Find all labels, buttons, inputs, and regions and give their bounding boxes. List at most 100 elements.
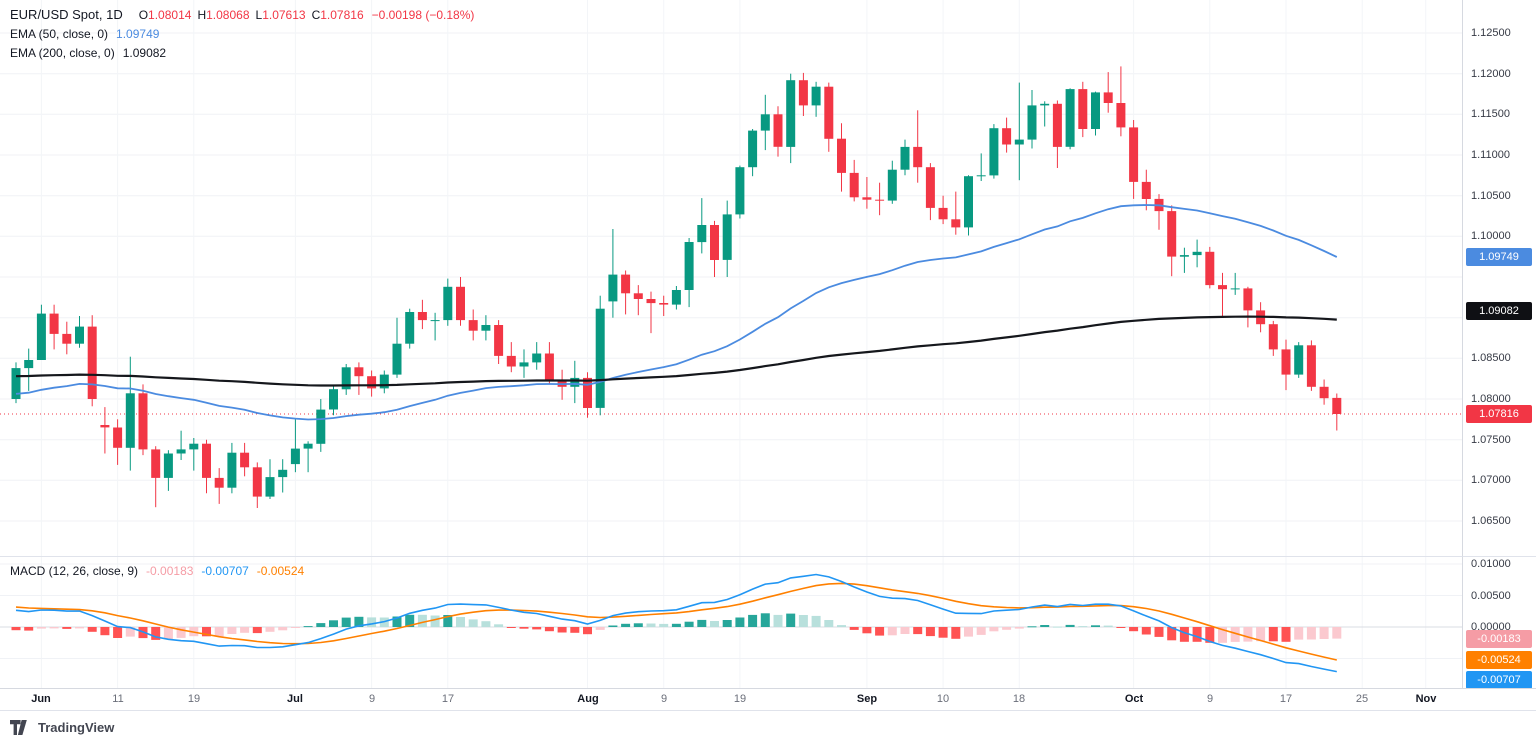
macd-histogram-bar	[87, 627, 97, 632]
candle	[1065, 88, 1075, 150]
candle	[608, 229, 618, 318]
macd-histogram-bar	[1332, 627, 1342, 639]
macd-histogram-bar	[1319, 627, 1329, 639]
candle	[1027, 90, 1037, 149]
candle	[595, 295, 605, 416]
macd-histogram-bar	[125, 627, 135, 637]
macd-histogram-bar	[417, 614, 427, 627]
candle	[75, 316, 84, 348]
time-label-day: 11	[112, 693, 124, 705]
macd-histogram-bar	[481, 621, 491, 627]
time-label-day: 9	[1206, 693, 1214, 705]
macd-histogram-bar	[100, 627, 110, 636]
tradingview-logo-link[interactable]: TradingView	[10, 720, 114, 735]
candle	[1319, 379, 1329, 405]
candle	[227, 442, 237, 494]
open-label: O	[138, 7, 149, 22]
candle	[773, 106, 783, 157]
axis-tick-label: 0.01000	[1471, 558, 1511, 570]
candle	[278, 459, 288, 493]
macd-histogram-bar	[443, 615, 453, 627]
macd-histogram-bar	[75, 627, 84, 629]
macd-histogram-bar	[684, 621, 694, 627]
candle	[417, 299, 427, 330]
ema200-legend-row[interactable]: EMA (200, close, 0) 1.09082	[10, 43, 474, 62]
candle	[976, 153, 986, 181]
price-badge: -0.00183	[1466, 630, 1532, 648]
bottom-bar: TradingView	[0, 710, 1536, 744]
time-label-day: 19	[187, 693, 201, 705]
ema50-value: 1.09749	[116, 26, 160, 41]
axis-tick-label: 1.12000	[1471, 68, 1511, 80]
candle	[760, 94, 770, 151]
macd-histogram-bar	[1205, 627, 1215, 643]
price-badge: 1.09082	[1466, 302, 1532, 320]
axis-tick-label: 1.11000	[1471, 149, 1510, 161]
time-label-day: 17	[441, 693, 455, 705]
macd-histogram-bar	[710, 621, 719, 627]
candle	[710, 220, 719, 277]
macd-histogram-bar	[113, 627, 123, 638]
macd-histogram-bar	[1281, 627, 1291, 642]
macd-chart[interactable]	[0, 557, 1462, 688]
tradingview-icon	[10, 720, 27, 735]
ema50-legend-row[interactable]: EMA (50, close, 0) 1.09749	[10, 24, 474, 43]
macd-histogram-bar	[862, 627, 872, 634]
candle	[481, 315, 491, 341]
symbol-legend-row[interactable]: EUR/USD Spot, 1D O 1.08014 H 1.08068 L 1.07…	[10, 5, 474, 24]
candle	[989, 124, 999, 179]
low-value: 1.07613	[262, 7, 306, 22]
time-axis[interactable]: Jun 11 19 Jul 9 17 Aug 9 19 Sep 10 18 Oct 9 17 25 Nov	[0, 688, 1536, 710]
axis-tick-label: 1.08500	[1471, 352, 1511, 364]
main-legend: EUR/USD Spot, 1D O 1.08014 H 1.08068 L 1.07…	[10, 5, 474, 62]
candle	[202, 439, 211, 494]
candle	[862, 177, 872, 209]
candle	[1091, 91, 1100, 136]
macd-histogram-bar	[1091, 625, 1100, 627]
macd-histogram-bar	[900, 627, 910, 634]
macd-histogram-bar	[544, 627, 554, 632]
candle	[684, 238, 694, 308]
macd-histogram-bar	[925, 627, 935, 637]
axis-tick-label: 1.07000	[1471, 474, 1511, 486]
candle	[900, 139, 910, 176]
price-badge: 1.09749	[1466, 248, 1532, 266]
candle	[532, 342, 542, 370]
price-badge: -0.00524	[1466, 651, 1532, 669]
macd-histogram-bar	[646, 623, 656, 627]
candle	[379, 370, 389, 394]
price-axis[interactable]: 1.12500 1.12000 1.11500 1.11000 1.10500 1.100…	[1462, 0, 1536, 556]
macd-histogram-bar	[570, 627, 580, 633]
candle	[341, 364, 351, 395]
macd-pane[interactable]: MACD (12, 26, close, 9) -0.00183 -0.0070…	[0, 556, 1462, 688]
macd-histogram-bar	[532, 627, 542, 630]
macd-histogram-bar	[240, 627, 250, 633]
macd-histogram-bar	[1040, 625, 1050, 627]
candle	[875, 182, 885, 216]
macd-histogram-bar	[468, 619, 478, 627]
macd-histogram-bar	[1141, 627, 1151, 635]
price-pane[interactable]: EUR/USD Spot, 1D O 1.08014 H 1.08068 L 1.07…	[0, 0, 1462, 556]
candle	[1243, 286, 1253, 328]
candle	[824, 82, 834, 152]
macd-axis[interactable]: 0.01000 0.00500 0.00000 -0.00183 -0.00524 -0.…	[1462, 556, 1536, 689]
macd-histogram-bar	[938, 627, 948, 638]
macd-legend-row[interactable]: MACD (12, 26, close, 9) -0.00183 -0.0070…	[10, 561, 304, 580]
ema200-line	[15, 315, 1337, 387]
close-label: C	[311, 7, 321, 22]
macd-histogram-bar	[494, 624, 504, 627]
candle	[811, 81, 821, 117]
macd-histogram-bar	[265, 627, 275, 632]
candle	[367, 370, 377, 397]
macd-histogram-bar	[913, 627, 923, 635]
price-badge: -0.00707	[1466, 671, 1532, 689]
candle	[1332, 393, 1342, 431]
macd-histogram-bar	[760, 613, 770, 627]
macd-histogram-bar	[989, 627, 999, 632]
candle	[151, 446, 161, 508]
macd-histogram-bar	[824, 620, 834, 627]
macd-histogram-bar	[367, 617, 377, 627]
candlestick-chart[interactable]	[0, 0, 1462, 556]
time-label-month: Sep	[856, 693, 878, 705]
candle	[252, 462, 262, 508]
